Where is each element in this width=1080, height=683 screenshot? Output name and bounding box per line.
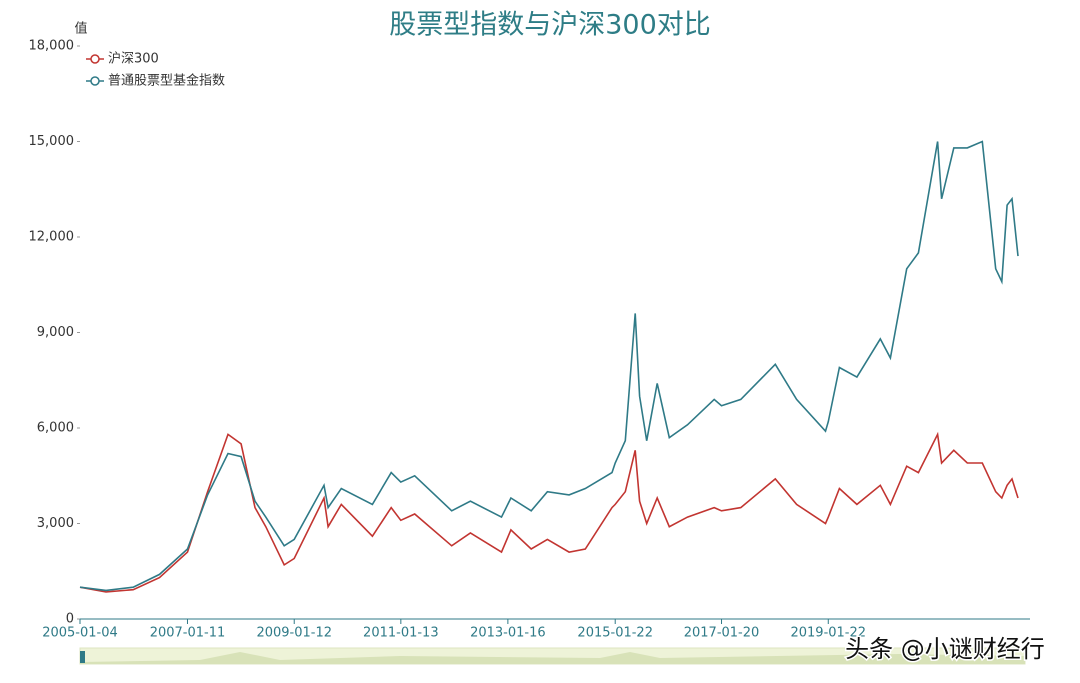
zoom-handle[interactable] bbox=[80, 651, 85, 663]
x-tick-label: 2009-01-12 bbox=[256, 626, 332, 641]
y-tick-label: 6,000 bbox=[37, 421, 74, 436]
x-tick-label: 2015-01-22 bbox=[577, 626, 653, 641]
x-tick-label: 2013-01-16 bbox=[470, 626, 546, 641]
y-axis-label: 值 bbox=[74, 21, 87, 37]
chart-title: 股票型指数与沪深300对比 bbox=[389, 10, 711, 41]
series-line bbox=[79, 140, 1019, 592]
y-tick-label: 3,000 bbox=[37, 516, 74, 531]
legend-marker bbox=[90, 76, 100, 86]
y-tick-label: 18,000 bbox=[29, 39, 75, 54]
y-tick-label: 12,000 bbox=[29, 230, 75, 245]
x-tick-label: 2017-01-20 bbox=[684, 626, 760, 641]
x-tick-label: 2011-01-13 bbox=[363, 626, 439, 641]
y-tick-label: 15,000 bbox=[29, 134, 75, 149]
x-tick-label: 2007-01-11 bbox=[150, 626, 226, 641]
legend-label: 沪深300 bbox=[108, 51, 159, 67]
x-tick-label: 2005-01-04 bbox=[42, 626, 118, 641]
watermark: 头条 @小谜财经行 bbox=[845, 635, 1045, 663]
y-tick-label: 0 bbox=[66, 612, 74, 627]
legend-label: 普通股票型基金指数 bbox=[108, 73, 225, 89]
legend-marker bbox=[90, 54, 100, 64]
y-tick-label: 9,000 bbox=[37, 325, 74, 340]
zoom-preview bbox=[80, 652, 1025, 664]
x-tick-label: 2019-01-22 bbox=[790, 626, 866, 641]
series-line bbox=[79, 431, 1019, 593]
